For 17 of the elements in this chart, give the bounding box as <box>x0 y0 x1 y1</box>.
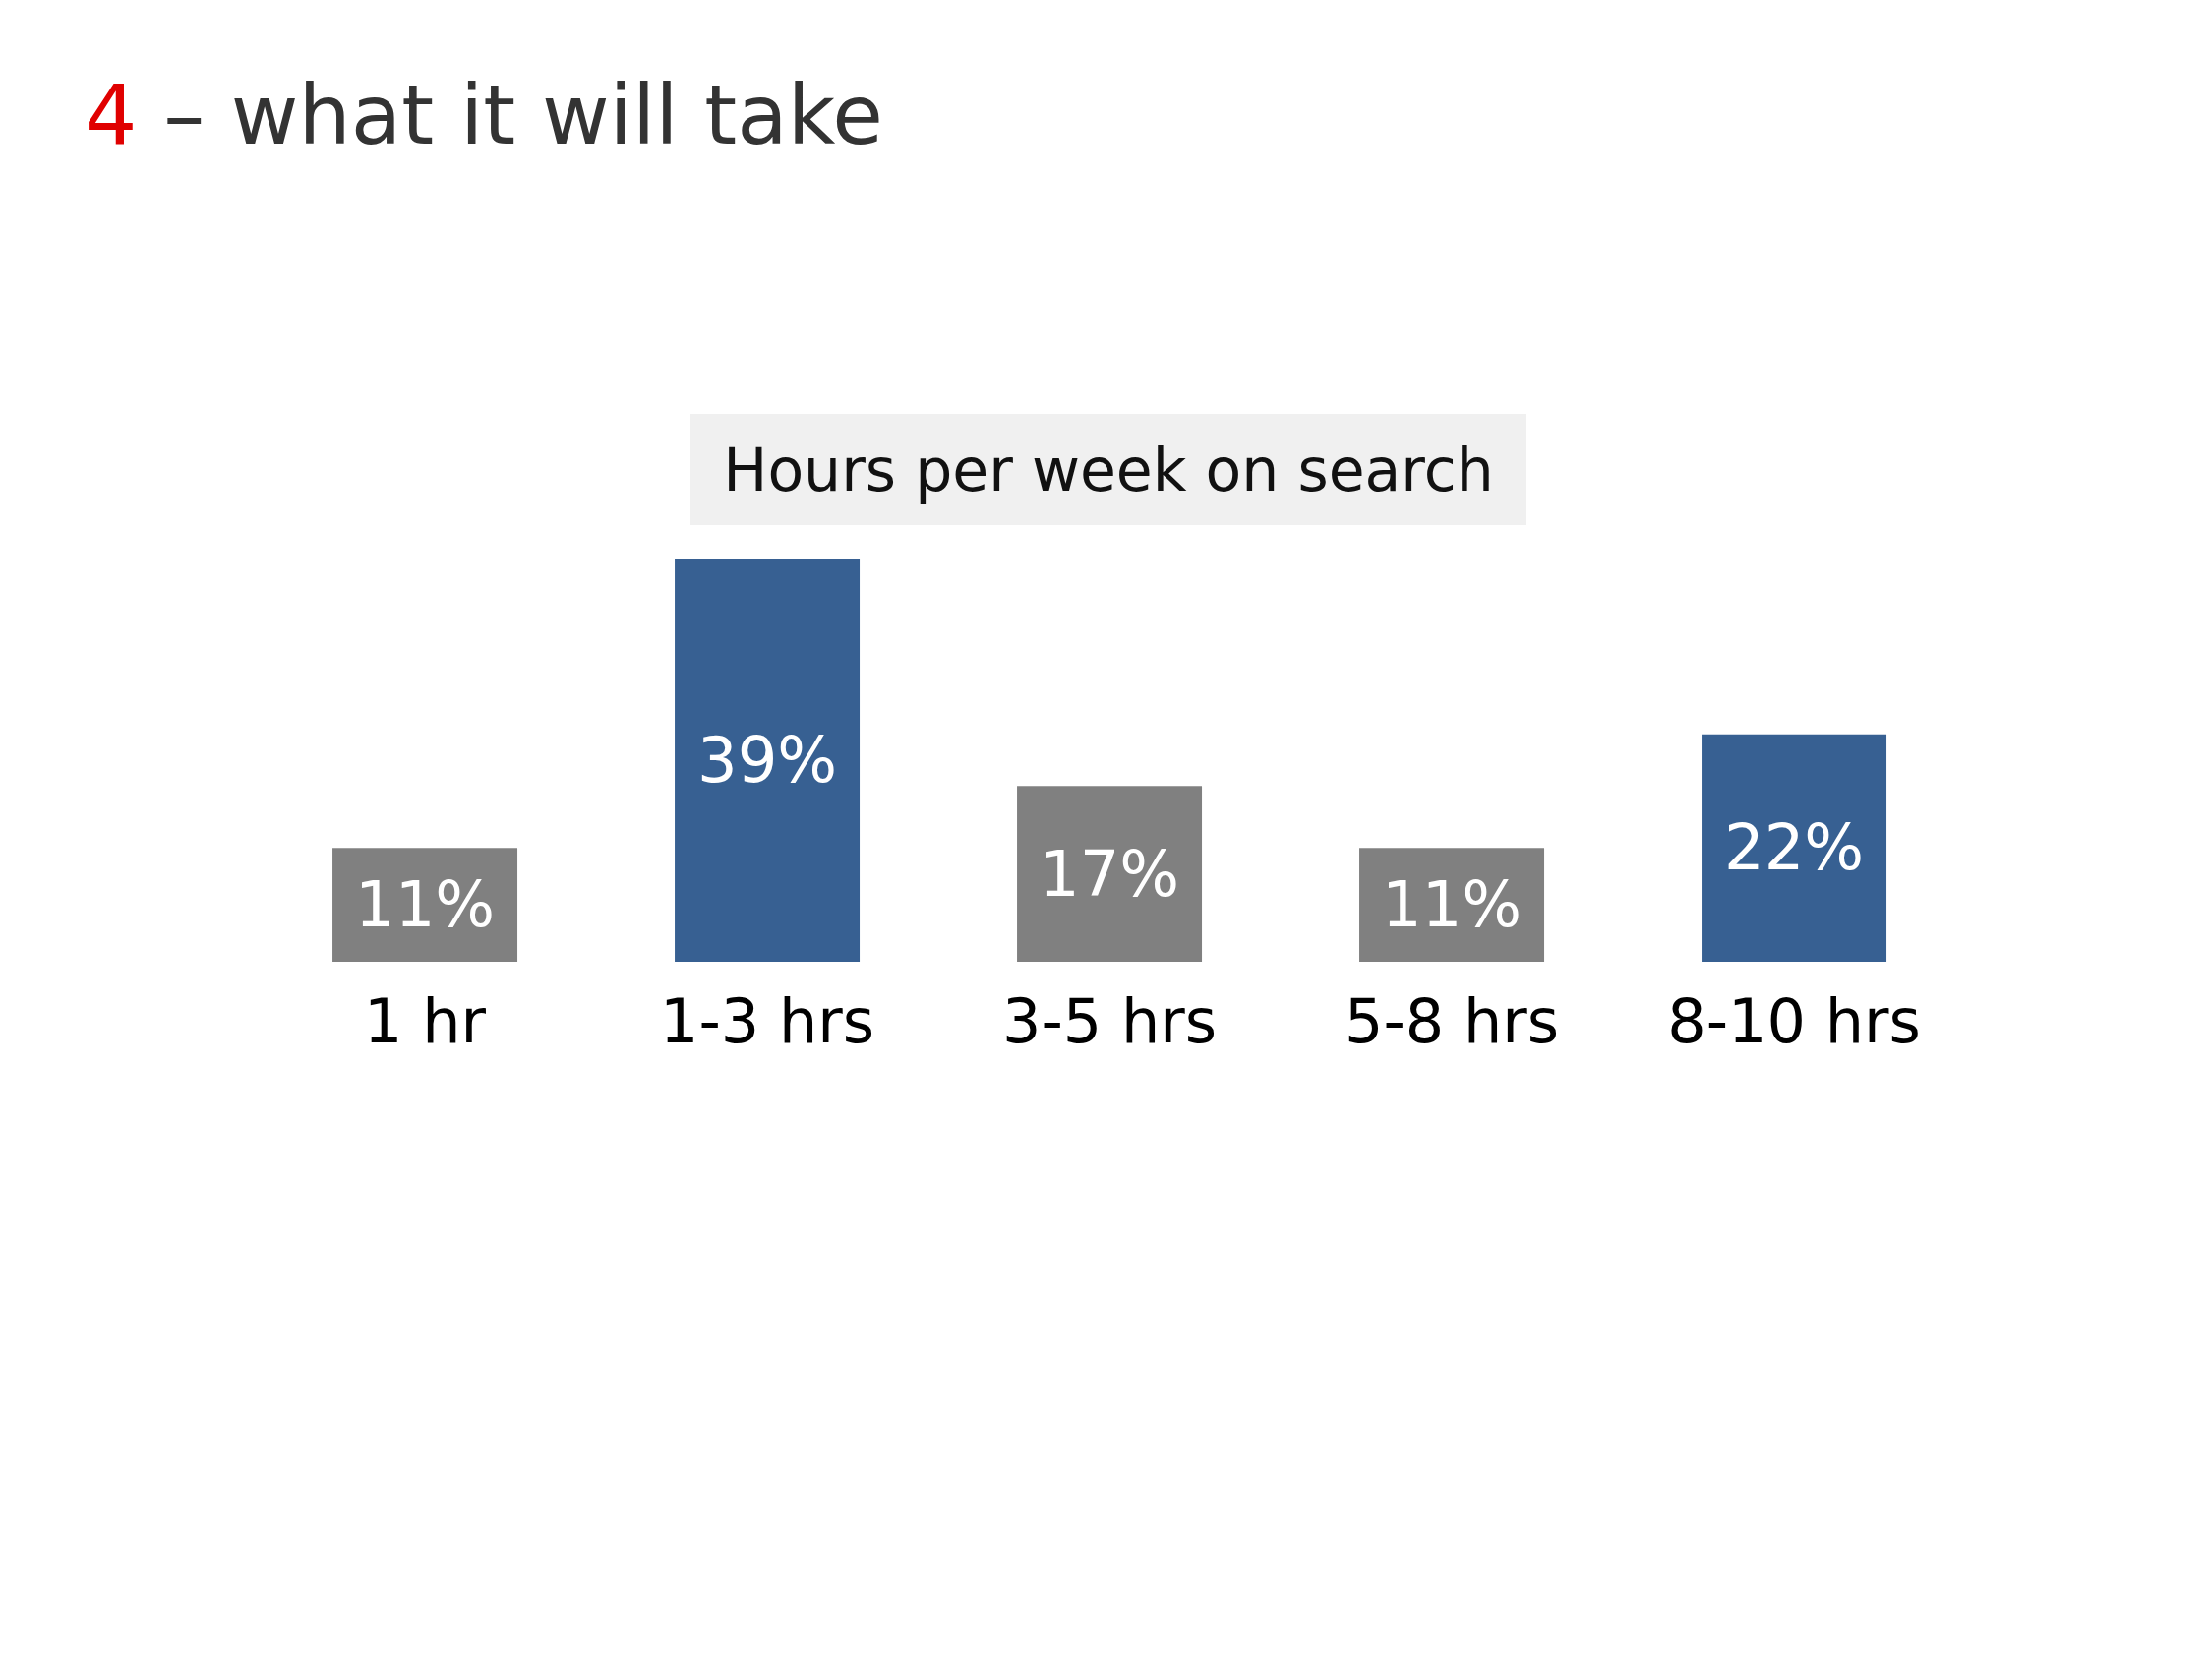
data-label: 11% <box>1381 868 1523 942</box>
x-tick-label: 8-10 hrs <box>1667 985 1921 1058</box>
bar <box>332 848 518 962</box>
data-label: 22% <box>1723 811 1865 885</box>
bar <box>1702 734 1887 962</box>
bar <box>1017 786 1203 962</box>
x-tick-label: 3-5 hrs <box>1001 985 1218 1058</box>
data-label: 39% <box>696 724 838 797</box>
bar <box>675 559 861 962</box>
chart-subtitle: Hours per week on search <box>690 414 1526 525</box>
chart-title: 4 – what it will take <box>85 67 884 163</box>
data-label: 11% <box>354 868 496 942</box>
data-label: 17% <box>1039 837 1180 911</box>
x-tick-label: 1 hr <box>364 985 487 1058</box>
x-tick-label: 5-8 hrs <box>1344 985 1560 1058</box>
x-tick-label: 1-3 hrs <box>659 985 875 1058</box>
bar <box>1359 848 1545 962</box>
